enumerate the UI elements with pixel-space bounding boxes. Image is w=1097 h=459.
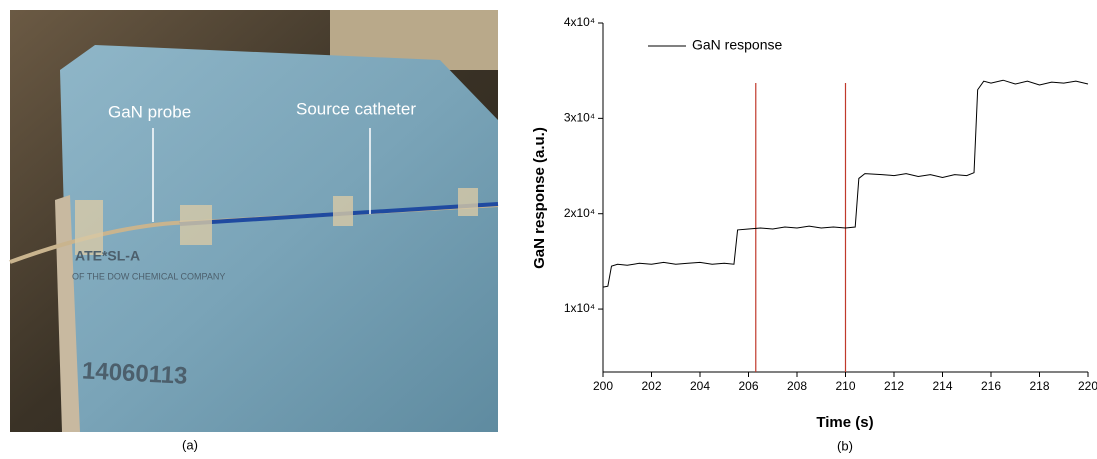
catheter-label: Source catheter [296,99,416,118]
foam-board [60,45,498,432]
board-text: 14060113 [81,357,188,389]
tape [75,200,103,255]
x-tick-label: 208 [787,379,807,393]
board-text: OF THE DOW CHEMICAL COMPANY [72,271,225,281]
x-tick-label: 206 [738,379,758,393]
caption: (a) [182,437,198,452]
x-tick-label: 204 [690,379,710,393]
x-tick-label: 218 [1029,379,1049,393]
board-text: ATE*SL-A [75,248,140,264]
tape [180,205,212,245]
tape [458,188,478,216]
tape [333,196,353,226]
x-tick-label: 210 [835,379,855,393]
x-tick-label: 214 [932,379,952,393]
photo: GaN probe Source catheter ATE*SL-A OF TH… [9,10,499,432]
y-tick-label: 3x10⁴ [564,111,595,125]
x-tick-label: 202 [641,379,661,393]
probe-label: GaN probe [108,102,191,121]
data-line [602,79,1089,288]
legend-label: GaN response [692,37,782,53]
x-tick-label: 220 [1078,379,1097,393]
y-tick-label: 4x10⁴ [564,15,595,29]
y-tick-label: 1x10⁴ [564,301,595,315]
x-tick-label: 216 [981,379,1001,393]
y-axis-label: GaN response (a.u.) [531,127,548,269]
y-tick-label: 2x10⁴ [564,206,595,220]
x-axis-label: Time (s) [816,414,873,431]
x-tick-label: 200 [593,379,613,393]
board-edge [55,195,80,432]
caption: (b) [837,438,853,453]
x-tick-label: 212 [884,379,904,393]
